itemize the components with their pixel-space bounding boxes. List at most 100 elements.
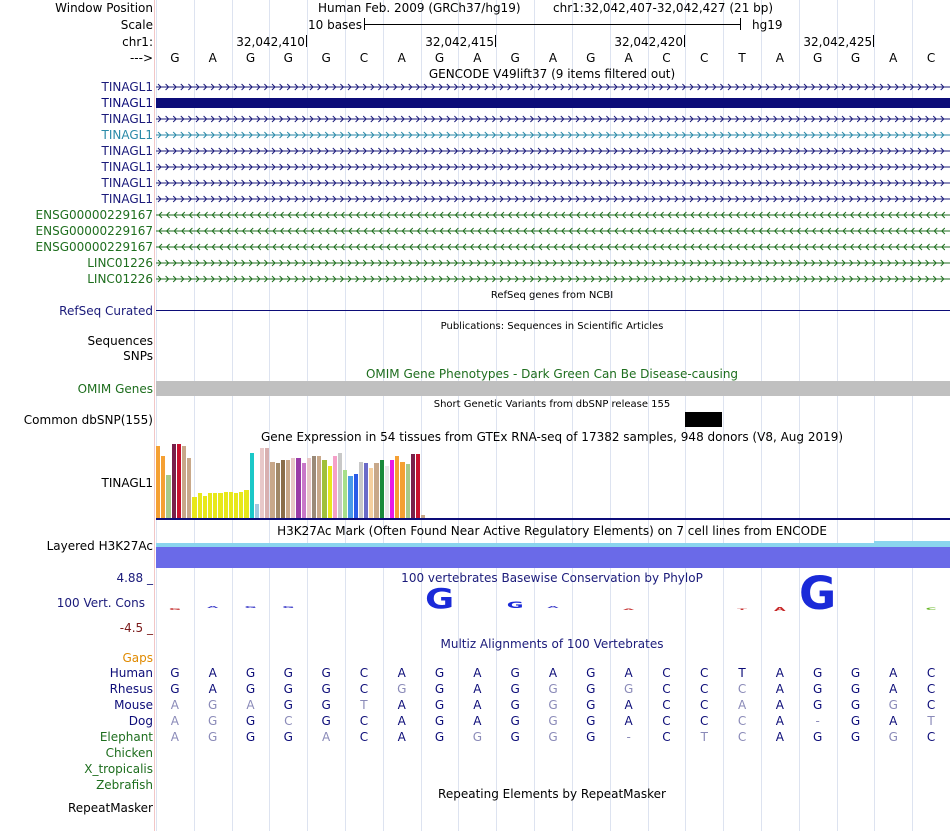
gtex-tissue-bar[interactable]: [416, 454, 421, 518]
gene-intron-line[interactable]: [156, 82, 950, 92]
gene-label[interactable]: TINAGL1: [101, 96, 153, 110]
dbsnp-variant[interactable]: [685, 412, 722, 427]
gtex-tissue-bar[interactable]: [270, 462, 275, 518]
gtex-tissue-bar[interactable]: [249, 453, 254, 518]
gtex-tissue-bar[interactable]: [317, 456, 322, 518]
gtex-tissue-bar[interactable]: [223, 492, 228, 518]
multiz-species-label[interactable]: Zebrafish: [96, 778, 153, 792]
gtex-tissue-bar[interactable]: [265, 448, 270, 518]
gtex-tissue-bar[interactable]: [312, 456, 317, 518]
h3k27ac-signal-peak[interactable]: [874, 541, 950, 547]
gtex-tissue-bar[interactable]: [390, 460, 395, 518]
refseq-gene-line[interactable]: [156, 310, 950, 311]
gtex-tissue-bar[interactable]: [254, 504, 259, 518]
cons-track-label[interactable]: 100 Vert. Cons: [56, 596, 145, 610]
gene-label[interactable]: TINAGL1: [101, 176, 153, 190]
gtex-tissue-bar[interactable]: [176, 444, 181, 518]
gtex-tissue-bar[interactable]: [244, 490, 249, 518]
gtex-tissue-bar[interactable]: [327, 466, 332, 518]
gtex-tissue-bar[interactable]: [338, 453, 343, 518]
gtex-tissue-bar[interactable]: [358, 462, 363, 518]
gtex-tissue-bar[interactable]: [384, 466, 389, 518]
h3k27ac-signal-bottom[interactable]: [156, 547, 950, 568]
multiz-species-label[interactable]: Human: [109, 666, 153, 680]
gene-label[interactable]: TINAGL1: [101, 160, 153, 174]
gtex-tissue-bar[interactable]: [322, 460, 327, 518]
gene-intron-line[interactable]: [156, 210, 950, 220]
gtex-tissue-bar[interactable]: [364, 463, 369, 518]
omim-gene-bar[interactable]: [156, 381, 950, 396]
gene-intron-line[interactable]: [156, 194, 950, 204]
gtex-tissue-bar[interactable]: [208, 493, 213, 518]
gene-intron-line[interactable]: [156, 226, 950, 236]
gtex-tissue-bar[interactable]: [405, 464, 410, 518]
gene-label[interactable]: ENSG00000229167: [35, 224, 153, 238]
multiz-species-label[interactable]: Dog: [128, 714, 153, 728]
gtex-tissue-bar[interactable]: [421, 515, 426, 518]
gene-intron-line[interactable]: [156, 242, 950, 252]
multiz-species-label[interactable]: X_tropicalis: [84, 762, 153, 776]
gene-label[interactable]: TINAGL1: [101, 112, 153, 126]
multiz-species-label[interactable]: Rhesus: [109, 682, 153, 696]
gtex-tissue-bar[interactable]: [187, 458, 192, 518]
gtex-tissue-bar[interactable]: [213, 493, 218, 518]
sequences-track-label[interactable]: Sequences: [87, 334, 153, 348]
gtex-tissue-bar[interactable]: [156, 446, 161, 518]
gtex-tissue-bar[interactable]: [379, 460, 384, 518]
dbsnp-track-label[interactable]: Common dbSNP(155): [23, 413, 153, 427]
gtex-tissue-bar[interactable]: [228, 492, 233, 518]
gtex-tissue-bar[interactable]: [192, 497, 197, 518]
gtex-track-label[interactable]: TINAGL1: [101, 476, 153, 490]
gtex-tissue-bar[interactable]: [161, 456, 166, 518]
gtex-tissue-bar[interactable]: [353, 474, 358, 518]
repeat-track-label[interactable]: RepeatMasker: [67, 801, 153, 815]
gtex-tissue-bar[interactable]: [166, 475, 171, 518]
gtex-tissue-bar[interactable]: [202, 496, 207, 518]
multiz-species-label[interactable]: Chicken: [105, 746, 153, 760]
gene-exon-block[interactable]: [156, 98, 950, 108]
gtex-tissue-bar[interactable]: [280, 460, 285, 518]
gtex-tissue-bar[interactable]: [218, 493, 223, 518]
gene-label[interactable]: TINAGL1: [101, 80, 153, 94]
gtex-tissue-bar[interactable]: [306, 458, 311, 518]
gtex-tissue-bar[interactable]: [296, 458, 301, 518]
gene-label[interactable]: TINAGL1: [101, 192, 153, 206]
multiz-species-label[interactable]: Mouse: [114, 698, 153, 712]
gtex-tissue-bar[interactable]: [348, 476, 353, 518]
gtex-tissue-bar[interactable]: [410, 454, 415, 518]
gtex-tissue-bar[interactable]: [369, 468, 374, 518]
omim-track-label[interactable]: OMIM Genes: [77, 382, 153, 396]
gtex-tissue-bar[interactable]: [197, 493, 202, 518]
gene-intron-line[interactable]: [156, 274, 950, 284]
gtex-tissue-bar[interactable]: [182, 446, 187, 518]
gtex-tissue-bar[interactable]: [171, 444, 176, 518]
h3k27ac-signal-top[interactable]: [156, 543, 950, 547]
gtex-tissue-bar[interactable]: [234, 493, 239, 518]
gene-label[interactable]: LINC01226: [87, 272, 153, 286]
gene-intron-line[interactable]: [156, 130, 950, 140]
gtex-tissue-bar[interactable]: [275, 463, 280, 518]
gene-intron-line[interactable]: [156, 258, 950, 268]
h3k27ac-track-label[interactable]: Layered H3K27Ac: [46, 539, 153, 553]
gene-label[interactable]: ENSG00000229167: [35, 240, 153, 254]
gene-intron-line[interactable]: [156, 114, 950, 124]
gtex-tissue-bar[interactable]: [286, 460, 291, 518]
gtex-tissue-bar[interactable]: [374, 463, 379, 518]
snps-track-label[interactable]: SNPs: [123, 349, 153, 363]
gene-intron-line[interactable]: [156, 162, 950, 172]
gene-intron-line[interactable]: [156, 178, 950, 188]
gtex-tissue-bar[interactable]: [260, 448, 265, 518]
gtex-tissue-bar[interactable]: [343, 470, 348, 518]
gene-label[interactable]: LINC01226: [87, 256, 153, 270]
gtex-tissue-bar[interactable]: [395, 456, 400, 518]
multiz-species-label[interactable]: Elephant: [99, 730, 153, 744]
gene-label[interactable]: TINAGL1: [101, 128, 153, 142]
gene-label[interactable]: ENSG00000229167: [35, 208, 153, 222]
gene-label[interactable]: TINAGL1: [101, 144, 153, 158]
gene-intron-line[interactable]: [156, 146, 950, 156]
gtex-tissue-bar[interactable]: [332, 456, 337, 518]
gtex-tissue-bar[interactable]: [301, 463, 306, 518]
gtex-tissue-bar[interactable]: [239, 492, 244, 518]
